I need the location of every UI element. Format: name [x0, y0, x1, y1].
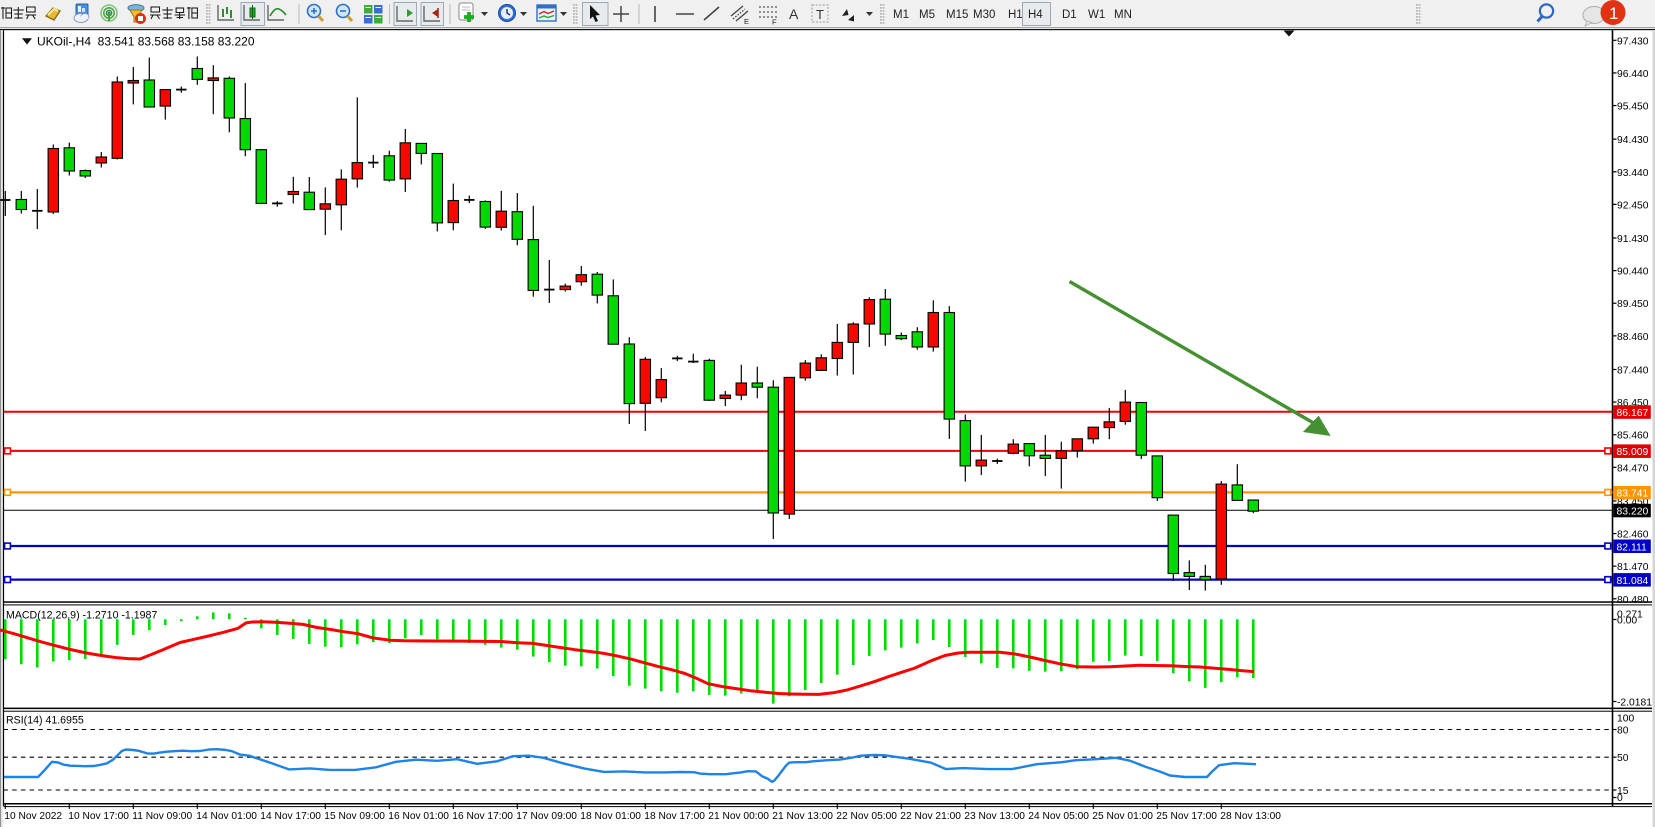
svg-text:14 Nov 17:00: 14 Nov 17:00 [260, 811, 321, 822]
svg-text:86.450: 86.450 [1617, 398, 1649, 409]
svg-text:M1: M1 [893, 9, 909, 21]
svg-text:M5: M5 [919, 9, 935, 21]
svg-text:15 Nov 09:00: 15 Nov 09:00 [324, 811, 385, 822]
svg-text:F: F [772, 18, 777, 27]
svg-text:H1: H1 [1008, 9, 1023, 21]
svg-text:25 Nov 17:00: 25 Nov 17:00 [1156, 811, 1217, 822]
svg-text:24 Nov 05:00: 24 Nov 05:00 [1028, 811, 1089, 822]
svg-text:M30: M30 [973, 9, 995, 21]
svg-text:18 Nov 17:00: 18 Nov 17:00 [644, 811, 705, 822]
svg-text:100: 100 [1617, 714, 1634, 725]
svg-text:86.167: 86.167 [1617, 408, 1649, 419]
svg-text:87.440: 87.440 [1617, 366, 1649, 377]
svg-text:10 Nov 17:00: 10 Nov 17:00 [68, 811, 129, 822]
svg-text:83.220: 83.220 [1617, 507, 1649, 518]
svg-text:22 Nov 05:00: 22 Nov 05:00 [836, 811, 897, 822]
svg-text:18 Nov 01:00: 18 Nov 01:00 [580, 811, 641, 822]
svg-text:96.440: 96.440 [1617, 69, 1649, 80]
svg-text:D1: D1 [1062, 9, 1077, 21]
svg-text:10 Nov 2022: 10 Nov 2022 [4, 811, 62, 822]
svg-text:M15: M15 [946, 9, 968, 21]
svg-text:85.460: 85.460 [1617, 431, 1649, 442]
svg-text:80: 80 [1617, 726, 1629, 737]
svg-text:84.470: 84.470 [1617, 463, 1649, 474]
svg-text:23 Nov 13:00: 23 Nov 13:00 [964, 811, 1025, 822]
svg-text:85.009: 85.009 [1617, 447, 1649, 458]
svg-text:UKOil-,H4 83.541 83.568 83.15: UKOil-,H4 83.541 83.568 83.158 83.220 [37, 35, 255, 49]
svg-text:-2.0181: -2.0181 [1617, 698, 1652, 709]
svg-text:MN: MN [1114, 9, 1132, 21]
svg-text:81.084: 81.084 [1617, 576, 1649, 587]
svg-text:11 Nov 09:00: 11 Nov 09:00 [132, 811, 192, 822]
svg-text:T: T [816, 7, 824, 22]
svg-text:A: A [789, 6, 799, 22]
svg-text:0.00: 0.00 [1617, 616, 1637, 627]
svg-text:95.450: 95.450 [1617, 102, 1649, 113]
svg-text:MACD(12,26,9) -1.2710 -1.1987: MACD(12,26,9) -1.2710 -1.1987 [6, 610, 157, 622]
svg-text:82.460: 82.460 [1617, 530, 1649, 541]
svg-text:0.271: 0.271 [1617, 610, 1643, 621]
svg-text:50: 50 [1617, 753, 1629, 764]
svg-text:21 Nov 13:00: 21 Nov 13:00 [772, 811, 833, 822]
svg-text:83.741: 83.741 [1617, 489, 1649, 500]
svg-text:16 Nov 01:00: 16 Nov 01:00 [388, 811, 449, 822]
svg-text:0: 0 [1617, 793, 1623, 804]
svg-text:82.111: 82.111 [1617, 542, 1647, 553]
svg-text:1: 1 [1609, 4, 1618, 23]
svg-text:16 Nov 17:00: 16 Nov 17:00 [452, 811, 513, 822]
svg-text:28 Nov 13:00: 28 Nov 13:00 [1220, 811, 1281, 822]
svg-text:15: 15 [1617, 786, 1629, 797]
svg-text:14 Nov 01:00: 14 Nov 01:00 [196, 811, 257, 822]
svg-text:RSI(14) 41.6955: RSI(14) 41.6955 [6, 715, 84, 727]
svg-text:83.450: 83.450 [1617, 497, 1649, 508]
svg-text:81.470: 81.470 [1617, 562, 1649, 573]
svg-text:90.440: 90.440 [1617, 267, 1649, 278]
svg-text:22 Nov 21:00: 22 Nov 21:00 [900, 811, 961, 822]
svg-text:91.430: 91.430 [1617, 234, 1649, 245]
svg-text:93.440: 93.440 [1617, 168, 1649, 179]
svg-text:21 Nov 00:00: 21 Nov 00:00 [708, 811, 769, 822]
svg-text:25 Nov 01:00: 25 Nov 01:00 [1092, 811, 1153, 822]
svg-text:89.450: 89.450 [1617, 299, 1649, 310]
svg-text:W1: W1 [1088, 9, 1105, 21]
svg-text:94.430: 94.430 [1617, 135, 1649, 146]
svg-text:H4: H4 [1028, 9, 1043, 21]
svg-text:92.450: 92.450 [1617, 200, 1649, 211]
svg-text:17 Nov 09:00: 17 Nov 09:00 [516, 811, 577, 822]
svg-text:88.460: 88.460 [1617, 332, 1649, 343]
svg-text:97.430: 97.430 [1617, 36, 1649, 47]
svg-text:80.480: 80.480 [1617, 595, 1649, 606]
svg-text:E: E [744, 17, 749, 26]
